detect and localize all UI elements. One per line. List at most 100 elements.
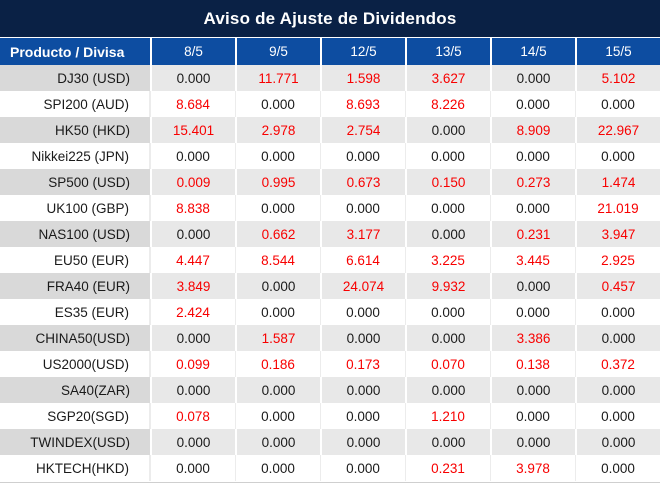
product-label: HKTECH(HKD) xyxy=(0,455,150,481)
value-cell: 3.386 xyxy=(490,325,575,351)
product-label: SGP20(SGD) xyxy=(0,403,150,429)
value-cell: 0.000 xyxy=(575,299,660,325)
product-label: Nikkei225 (JPN) xyxy=(0,143,150,169)
value-cell: 0.000 xyxy=(150,429,235,455)
value-cell: 8.909 xyxy=(490,117,575,143)
value-cell: 0.000 xyxy=(405,117,490,143)
table-row: SP500 (USD) 0.009 0.995 0.673 0.150 0.273 1.47… xyxy=(0,169,660,195)
value-cell: 0.000 xyxy=(490,377,575,403)
value-cell: 0.000 xyxy=(150,455,235,481)
value-cell: 0.000 xyxy=(150,377,235,403)
value-cell: 0.000 xyxy=(405,377,490,403)
value-cell: 0.231 xyxy=(405,455,490,481)
table-row: UK100 (GBP) 8.838 0.000 0.000 0.000 0.000 21.0… xyxy=(0,195,660,221)
value-cell: 0.000 xyxy=(405,325,490,351)
value-cell: 0.009 xyxy=(150,169,235,195)
value-cell: 3.627 xyxy=(405,65,490,91)
value-cell: 0.070 xyxy=(405,351,490,377)
table-row: HKTECH(HKD) 0.000 0.000 0.000 0.231 3.978 0.00… xyxy=(0,455,660,481)
value-cell: 0.662 xyxy=(235,221,320,247)
product-label: SA40(ZAR) xyxy=(0,377,150,403)
product-label: UK100 (GBP) xyxy=(0,195,150,221)
column-header-date: 8/5 xyxy=(150,38,235,65)
value-cell: 0.000 xyxy=(235,455,320,481)
value-cell: 0.000 xyxy=(575,455,660,481)
value-cell: 0.000 xyxy=(150,143,235,169)
value-cell: 0.457 xyxy=(575,273,660,299)
value-cell: 1.598 xyxy=(320,65,405,91)
value-cell: 0.000 xyxy=(320,143,405,169)
product-label: CHINA50(USD) xyxy=(0,325,150,351)
value-cell: 11.771 xyxy=(235,65,320,91)
table-row: FRA40 (EUR) 3.849 0.000 24.074 9.932 0.000 0.4… xyxy=(0,273,660,299)
value-cell: 0.000 xyxy=(320,325,405,351)
table-row: SPI200 (AUD) 8.684 0.000 8.693 8.226 0.000 0.0… xyxy=(0,91,660,117)
value-cell: 0.000 xyxy=(320,377,405,403)
value-cell: 0.138 xyxy=(490,351,575,377)
value-cell: 0.000 xyxy=(320,403,405,429)
column-header-date: 13/5 xyxy=(405,38,490,65)
table-row: US2000(USD) 0.099 0.186 0.173 0.070 0.138 0.37… xyxy=(0,351,660,377)
value-cell: 0.000 xyxy=(575,91,660,117)
value-cell: 21.019 xyxy=(575,195,660,221)
value-cell: 9.932 xyxy=(405,273,490,299)
value-cell: 1.474 xyxy=(575,169,660,195)
value-cell: 5.102 xyxy=(575,65,660,91)
value-cell: 0.000 xyxy=(320,429,405,455)
value-cell: 0.000 xyxy=(235,91,320,117)
table-row: EU50 (EUR) 4.447 8.544 6.614 3.225 3.445 2.925 xyxy=(0,247,660,273)
value-cell: 1.210 xyxy=(405,403,490,429)
value-cell: 8.544 xyxy=(235,247,320,273)
product-label: US2000(USD) xyxy=(0,351,150,377)
table-row: TWINDEX(USD) 0.000 0.000 0.000 0.000 0.000 0.0… xyxy=(0,429,660,455)
table-header-row: Producto / Divisa 8/5 9/5 12/5 13/5 14/5 15/5 xyxy=(0,38,660,65)
value-cell: 0.372 xyxy=(575,351,660,377)
column-header-date: 15/5 xyxy=(575,38,660,65)
table-row: SGP20(SGD) 0.078 0.000 0.000 1.210 0.000 0.000 xyxy=(0,403,660,429)
table-body: DJ30 (USD) 0.000 11.771 1.598 3.627 0.000 5.10… xyxy=(0,65,660,481)
product-label: FRA40 (EUR) xyxy=(0,273,150,299)
value-cell: 0.000 xyxy=(235,377,320,403)
value-cell: 24.074 xyxy=(320,273,405,299)
value-cell: 0.000 xyxy=(490,143,575,169)
value-cell: 0.000 xyxy=(405,429,490,455)
value-cell: 8.226 xyxy=(405,91,490,117)
value-cell: 0.000 xyxy=(490,403,575,429)
value-cell: 0.000 xyxy=(320,455,405,481)
value-cell: 2.978 xyxy=(235,117,320,143)
value-cell: 3.947 xyxy=(575,221,660,247)
value-cell: 0.000 xyxy=(235,403,320,429)
product-label: DJ30 (USD) xyxy=(0,65,150,91)
value-cell: 0.000 xyxy=(150,65,235,91)
value-cell: 0.000 xyxy=(405,195,490,221)
value-cell: 0.000 xyxy=(405,221,490,247)
value-cell: 3.849 xyxy=(150,273,235,299)
value-cell: 0.000 xyxy=(235,143,320,169)
product-label: TWINDEX(USD) xyxy=(0,429,150,455)
value-cell: 0.000 xyxy=(490,91,575,117)
value-cell: 3.978 xyxy=(490,455,575,481)
table-row: CHINA50(USD) 0.000 1.587 0.000 0.000 3.386 0.0… xyxy=(0,325,660,351)
value-cell: 0.000 xyxy=(320,299,405,325)
value-cell: 0.000 xyxy=(575,377,660,403)
value-cell: 0.231 xyxy=(490,221,575,247)
value-cell: 2.754 xyxy=(320,117,405,143)
table-row: HK50 (HKD) 15.401 2.978 2.754 0.000 8.909 22.9… xyxy=(0,117,660,143)
value-cell: 0.273 xyxy=(490,169,575,195)
table-row: Nikkei225 (JPN) 0.000 0.000 0.000 0.000 0.000… xyxy=(0,143,660,169)
value-cell: 0.173 xyxy=(320,351,405,377)
column-header-date: 14/5 xyxy=(490,38,575,65)
column-header-date: 9/5 xyxy=(235,38,320,65)
value-cell: 0.000 xyxy=(490,429,575,455)
value-cell: 0.099 xyxy=(150,351,235,377)
column-header-date: 12/5 xyxy=(320,38,405,65)
value-cell: 6.614 xyxy=(320,247,405,273)
value-cell: 0.000 xyxy=(235,299,320,325)
column-header-product-divisa: Producto / Divisa xyxy=(10,43,125,60)
value-cell: 0.000 xyxy=(490,273,575,299)
value-cell: 15.401 xyxy=(150,117,235,143)
value-cell: 2.925 xyxy=(575,247,660,273)
value-cell: 0.000 xyxy=(150,221,235,247)
value-cell: 0.186 xyxy=(235,351,320,377)
value-cell: 0.000 xyxy=(405,143,490,169)
